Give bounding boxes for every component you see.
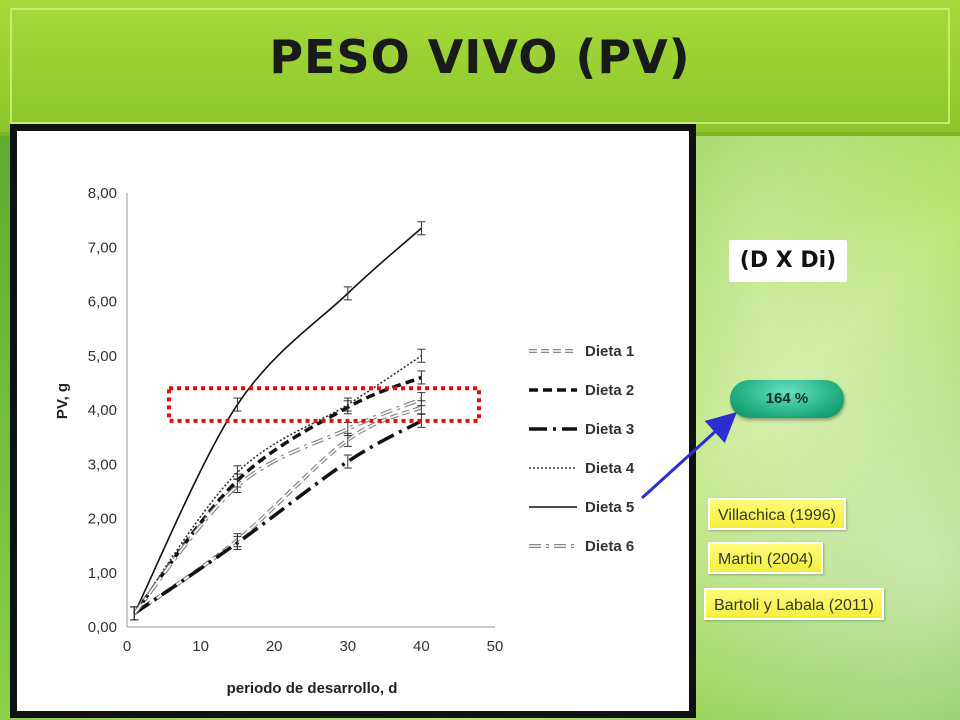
y-tick-label: 5,00 [88,348,117,365]
chart-axes [126,193,495,628]
chart-legend: Dieta 1 Dieta 2 Dieta 3 Dieta 4 Dieta 5 Dieta… [529,343,635,555]
line-chart: 0,00 1,00 2,00 3,00 4,00 5,00 6,00 7,00 8,00 0 10 2… [54,185,635,697]
y-axis-label: PV, g [54,383,71,419]
legend-label: Dieta 1 [585,343,634,360]
x-tick-label: 50 [487,638,504,655]
y-tick-label: 1,00 [88,565,117,582]
legend-label: Dieta 5 [585,499,634,516]
arrow-line [640,411,737,500]
chart-ticks: 0,00 1,00 2,00 3,00 4,00 5,00 6,00 7,00 8,00 0 10 2… [88,185,504,655]
x-tick-label: 0 [123,638,131,655]
series-line-4 [133,355,422,614]
series-line-inner-6 [133,398,422,614]
y-tick-label: 8,00 [88,185,117,202]
series-line-5 [133,227,422,614]
slide-title: PESO VIVO (PV) [269,30,691,84]
chart-series [132,227,423,616]
chart-highlight [167,386,481,423]
legend-label: Dieta 6 [585,538,634,555]
highlight-box [167,386,481,423]
y-tick-label: 7,00 [88,239,117,256]
chart-error-bars [130,221,426,621]
y-tick-label: 2,00 [88,511,117,528]
percent-badge: 164 % [730,380,844,418]
x-tick-label: 30 [339,638,356,655]
legend-label: Dieta 3 [585,421,634,438]
y-tick-label: 6,00 [88,294,117,311]
legend-label: Dieta 2 [585,382,634,399]
formula-label: (D X Di) [729,240,847,282]
x-axis-label: periodo de desarrollo, d [227,680,398,697]
chart-frame: 0,00 1,00 2,00 3,00 4,00 5,00 6,00 7,00 8,00 0 10 2… [10,124,696,718]
series-line-3 [133,419,423,615]
series-line-2 [132,375,423,615]
x-tick-label: 40 [413,638,430,655]
y-tick-label: 0,00 [88,619,117,636]
chart-area: 0,00 1,00 2,00 3,00 4,00 5,00 6,00 7,00 8,00 0 10 2… [17,131,689,711]
y-tick-label: 3,00 [88,456,117,473]
reference-bartoli: Bartoli y Labala (2011) [704,588,884,620]
reference-villachica: Villachica (1996) [708,498,846,530]
y-tick-label: 4,00 [88,402,117,419]
reference-martin: Martin (2004) [708,542,824,574]
x-tick-label: 20 [266,638,283,655]
legend-label: Dieta 4 [585,460,635,477]
x-tick-label: 10 [192,638,209,655]
series-line-inner-1 [133,406,422,615]
title-bar-border [10,8,950,124]
